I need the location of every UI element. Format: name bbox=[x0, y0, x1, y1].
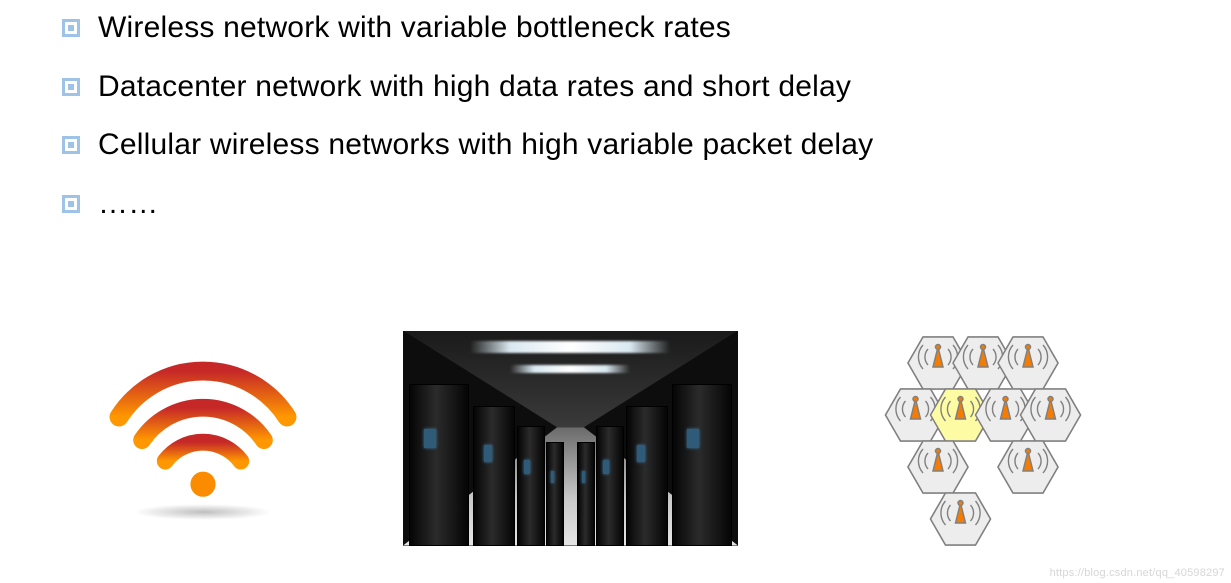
bullet-item: …… bbox=[62, 184, 1171, 225]
bullet-marker-icon bbox=[62, 136, 80, 154]
bullet-item: Cellular wireless networks with high var… bbox=[62, 125, 1171, 166]
wifi-shadow bbox=[133, 504, 273, 520]
bullet-marker-icon bbox=[62, 19, 80, 37]
images-row bbox=[0, 323, 1231, 553]
wifi-icon bbox=[98, 338, 308, 538]
wifi-image bbox=[98, 338, 308, 538]
bullet-text: Cellular wireless networks with high var… bbox=[98, 125, 873, 166]
bullet-marker-icon bbox=[62, 195, 80, 213]
slide: Wireless network with variable bottlenec… bbox=[0, 0, 1231, 583]
datacenter-image bbox=[403, 331, 738, 546]
datacenter-photo-icon bbox=[403, 331, 738, 546]
cellular-hexgrid-icon bbox=[833, 323, 1133, 553]
bullet-item: Wireless network with variable bottlenec… bbox=[62, 8, 1171, 49]
bullet-item: Datacenter network with high data rates … bbox=[62, 67, 1171, 108]
bullet-text: Wireless network with variable bottlenec… bbox=[98, 8, 731, 49]
bullet-list: Wireless network with variable bottlenec… bbox=[62, 8, 1171, 224]
cellular-image bbox=[833, 323, 1133, 553]
bullet-text: Datacenter network with high data rates … bbox=[98, 67, 851, 108]
watermark-text: https://blog.csdn.net/qq_40598297 bbox=[1050, 567, 1225, 579]
bullet-marker-icon bbox=[62, 78, 80, 96]
bullet-text: …… bbox=[98, 184, 158, 225]
